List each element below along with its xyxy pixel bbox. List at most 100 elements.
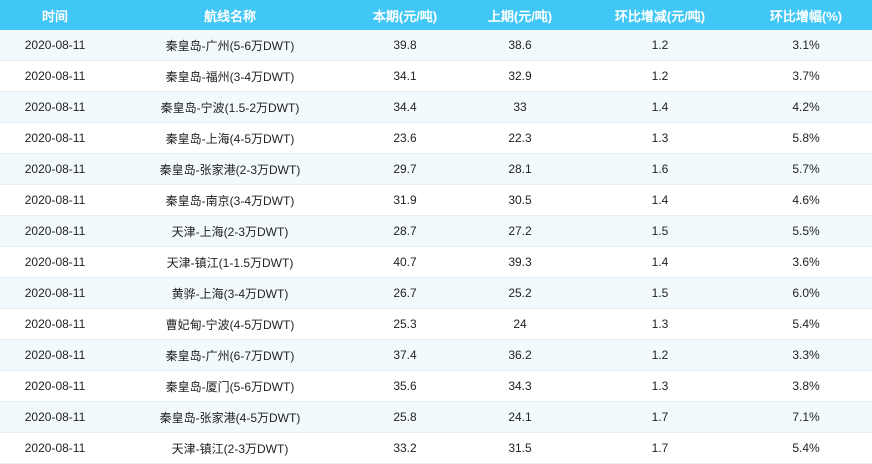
cell-route: 天津-上海(2-3万DWT) <box>110 215 350 247</box>
table-row: 2020-08-11 秦皇岛-广州(6-7万DWT) 37.4 36.2 1.2 3.3% <box>0 339 872 371</box>
cell-change-pct: 5.7% <box>740 153 872 185</box>
cell-route: 秦皇岛-张家港(4-5万DWT) <box>110 401 350 433</box>
table-row: 2020-08-11 秦皇岛-张家港(4-5万DWT) 25.8 24.1 1.7 7.1… <box>0 401 872 433</box>
cell-previous: 32.9 <box>460 60 580 92</box>
cell-current: 31.9 <box>350 184 460 216</box>
cell-previous: 24 <box>460 308 580 340</box>
cell-current: 40.7 <box>350 246 460 278</box>
header-previous: 上期(元/吨) <box>460 0 580 30</box>
table-row: 2020-08-11 秦皇岛-张家港(2-3万DWT) 29.7 28.1 1.6 5.7… <box>0 153 872 185</box>
cell-previous: 39.3 <box>460 246 580 278</box>
cell-current: 33.2 <box>350 432 460 464</box>
cell-current: 39.8 <box>350 30 460 61</box>
table-row: 2020-08-11 秦皇岛-南京(3-4万DWT) 31.9 30.5 1.4 4.6% <box>0 184 872 216</box>
cell-change-pct: 3.6% <box>740 246 872 278</box>
cell-change: 1.7 <box>580 432 740 464</box>
cell-change: 1.2 <box>580 30 740 61</box>
cell-route: 曹妃甸-宁波(4-5万DWT) <box>110 308 350 340</box>
table-row: 2020-08-11 曹妃甸-宁波(4-5万DWT) 25.3 24 1.3 5.4% <box>0 308 872 340</box>
cell-route: 秦皇岛-张家港(2-3万DWT) <box>110 153 350 185</box>
cell-previous: 25.2 <box>460 277 580 309</box>
cell-change-pct: 4.6% <box>740 184 872 216</box>
cell-previous: 33 <box>460 91 580 123</box>
cell-date: 2020-08-11 <box>0 401 110 433</box>
cell-previous: 24.1 <box>460 401 580 433</box>
cell-current: 25.8 <box>350 401 460 433</box>
cell-date: 2020-08-11 <box>0 277 110 309</box>
cell-change: 1.2 <box>580 339 740 371</box>
cell-date: 2020-08-11 <box>0 370 110 402</box>
cell-change-pct: 6.0% <box>740 277 872 309</box>
cell-date: 2020-08-11 <box>0 60 110 92</box>
cell-change: 1.4 <box>580 246 740 278</box>
cell-route: 秦皇岛-广州(5-6万DWT) <box>110 30 350 61</box>
cell-date: 2020-08-11 <box>0 339 110 371</box>
cell-change-pct: 3.7% <box>740 60 872 92</box>
cell-change-pct: 3.8% <box>740 370 872 402</box>
cell-change: 1.3 <box>580 308 740 340</box>
table-row: 2020-08-11 秦皇岛-福州(3-4万DWT) 34.1 32.9 1.2 3.7% <box>0 60 872 92</box>
cell-route: 秦皇岛-上海(4-5万DWT) <box>110 122 350 154</box>
cell-previous: 30.5 <box>460 184 580 216</box>
cell-change-pct: 3.3% <box>740 339 872 371</box>
cell-change: 1.3 <box>580 122 740 154</box>
cell-previous: 38.6 <box>460 30 580 61</box>
table-row: 2020-08-11 天津-镇江(2-3万DWT) 33.2 31.5 1.7 5.4% <box>0 432 872 464</box>
cell-previous: 36.2 <box>460 339 580 371</box>
table-row: 2020-08-11 天津-上海(2-3万DWT) 28.7 27.2 1.5 5.5% <box>0 215 872 247</box>
cell-previous: 31.5 <box>460 432 580 464</box>
cell-change: 1.4 <box>580 91 740 123</box>
cell-date: 2020-08-11 <box>0 91 110 123</box>
cell-change-pct: 7.1% <box>740 401 872 433</box>
cell-current: 29.7 <box>350 153 460 185</box>
cell-date: 2020-08-11 <box>0 153 110 185</box>
cell-current: 34.4 <box>350 91 460 123</box>
cell-change: 1.5 <box>580 277 740 309</box>
cell-previous: 22.3 <box>460 122 580 154</box>
cell-change-pct: 5.5% <box>740 215 872 247</box>
table-row: 2020-08-11 秦皇岛-厦门(5-6万DWT) 35.6 34.3 1.3 3.8% <box>0 370 872 402</box>
cell-current: 35.6 <box>350 370 460 402</box>
cell-date: 2020-08-11 <box>0 30 110 61</box>
cell-date: 2020-08-11 <box>0 122 110 154</box>
cell-date: 2020-08-11 <box>0 184 110 216</box>
header-date: 时间 <box>0 0 110 30</box>
cell-previous: 28.1 <box>460 153 580 185</box>
cell-change-pct: 5.4% <box>740 308 872 340</box>
cell-current: 37.4 <box>350 339 460 371</box>
cell-change: 1.6 <box>580 153 740 185</box>
table-row: 2020-08-11 秦皇岛-上海(4-5万DWT) 23.6 22.3 1.3 5.8% <box>0 122 872 154</box>
table-row: 2020-08-11 秦皇岛-广州(5-6万DWT) 39.8 38.6 1.2 3.1% <box>0 30 872 61</box>
cell-date: 2020-08-11 <box>0 246 110 278</box>
cell-previous: 27.2 <box>460 215 580 247</box>
cell-route: 秦皇岛-广州(6-7万DWT) <box>110 339 350 371</box>
cell-route: 秦皇岛-福州(3-4万DWT) <box>110 60 350 92</box>
cell-change-pct: 4.2% <box>740 91 872 123</box>
table-row: 2020-08-11 黄骅-上海(3-4万DWT) 26.7 25.2 1.5 6.0% <box>0 277 872 309</box>
cell-route: 天津-镇江(1-1.5万DWT) <box>110 246 350 278</box>
cell-change: 1.2 <box>580 60 740 92</box>
cell-route: 天津-镇江(2-3万DWT) <box>110 432 350 464</box>
cell-previous: 34.3 <box>460 370 580 402</box>
cell-route: 黄骅-上海(3-4万DWT) <box>110 277 350 309</box>
cell-change-pct: 5.4% <box>740 432 872 464</box>
cell-route: 秦皇岛-南京(3-4万DWT) <box>110 184 350 216</box>
table-row: 2020-08-11 天津-镇江(1-1.5万DWT) 40.7 39.3 1.4 3.6… <box>0 246 872 278</box>
cell-current: 34.1 <box>350 60 460 92</box>
cell-date: 2020-08-11 <box>0 308 110 340</box>
cell-change-pct: 3.1% <box>740 30 872 61</box>
table-header: 时间 航线名称 本期(元/吨) 上期(元/吨) 环比增减(元/吨) 环比增幅(%) <box>0 0 872 30</box>
cell-change: 1.3 <box>580 370 740 402</box>
cell-date: 2020-08-11 <box>0 215 110 247</box>
header-change: 环比增减(元/吨) <box>580 0 740 30</box>
header-current: 本期(元/吨) <box>350 0 460 30</box>
cell-route: 秦皇岛-厦门(5-6万DWT) <box>110 370 350 402</box>
header-change-pct: 环比增幅(%) <box>740 0 872 30</box>
cell-change: 1.7 <box>580 401 740 433</box>
cell-current: 23.6 <box>350 122 460 154</box>
cell-date: 2020-08-11 <box>0 432 110 464</box>
header-route: 航线名称 <box>110 0 350 30</box>
cell-change: 1.4 <box>580 184 740 216</box>
table-row: 2020-08-11 秦皇岛-宁波(1.5-2万DWT) 34.4 33 1.4 4.2% <box>0 91 872 123</box>
